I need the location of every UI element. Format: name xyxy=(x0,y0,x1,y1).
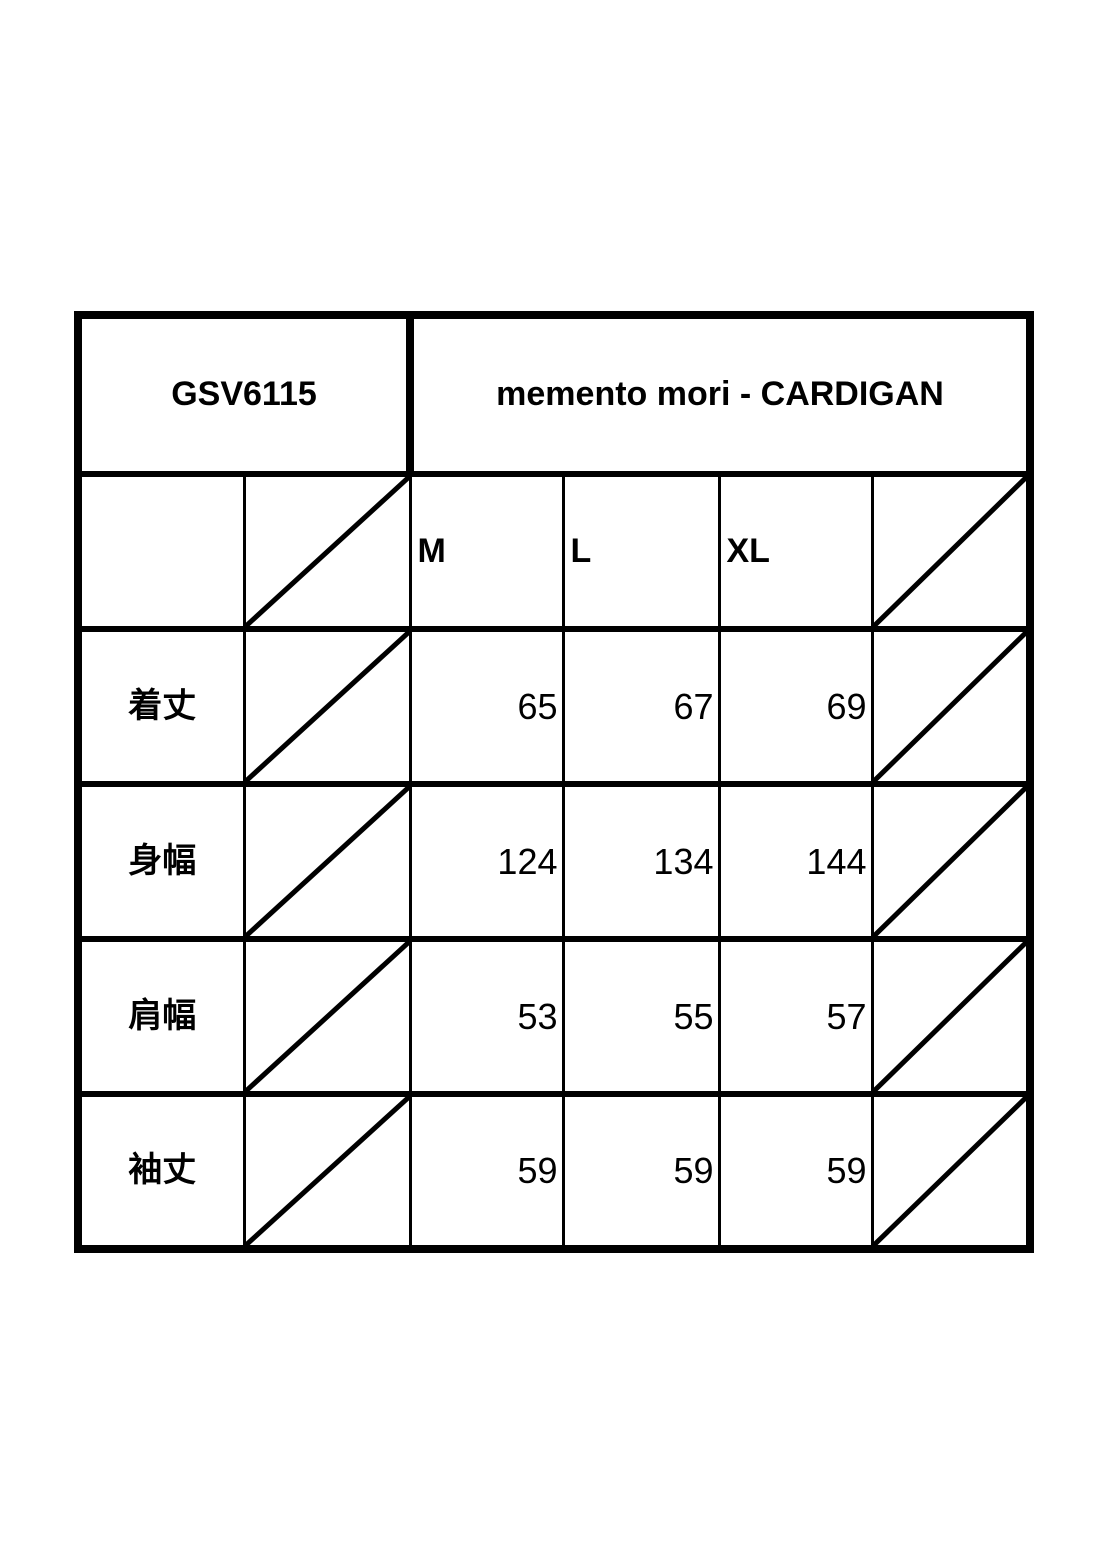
measurement-value-xl: 144 xyxy=(717,781,874,942)
diagonal-slash-icon xyxy=(246,787,409,936)
diagonal-slash-icon xyxy=(874,787,1027,936)
diagonal-cell xyxy=(242,1091,412,1252)
diagonal-cell xyxy=(242,626,412,787)
diagonal-cell xyxy=(242,471,412,632)
size-header-l: L xyxy=(561,471,721,632)
diagonal-cell xyxy=(870,1091,1032,1252)
measurement-value-m: 59 xyxy=(408,1091,565,1252)
measurement-value-xl: 57 xyxy=(717,936,874,1097)
diagonal-slash-icon xyxy=(246,1097,409,1245)
table-row-body-length: 着丈 65 67 69 xyxy=(76,626,1032,787)
diagonal-cell xyxy=(870,626,1032,787)
table-row-shoulder-width: 肩幅 53 55 57 xyxy=(76,936,1032,1097)
measurement-label: 着丈 xyxy=(76,626,246,787)
measurement-value-xl: 59 xyxy=(717,1091,874,1252)
empty-corner-cell xyxy=(76,471,246,632)
measurement-value-xl: 69 xyxy=(717,626,874,787)
measurement-value-m: 53 xyxy=(408,936,565,1097)
table-row-body-width: 身幅 124 134 144 xyxy=(76,781,1032,942)
diagonal-slash-icon xyxy=(874,632,1027,781)
table-row-sizes: M L XL xyxy=(76,471,1032,632)
diagonal-cell xyxy=(870,781,1032,942)
size-header-m: M xyxy=(408,471,565,632)
diagonal-slash-icon xyxy=(246,477,409,626)
measurement-value-l: 134 xyxy=(561,781,721,942)
measurement-label: 身幅 xyxy=(76,781,246,942)
measurement-value-l: 55 xyxy=(561,936,721,1097)
measurement-label: 袖丈 xyxy=(76,1091,246,1252)
measurement-value-m: 124 xyxy=(408,781,565,942)
diagonal-slash-icon xyxy=(874,1097,1027,1245)
product-code-cell: GSV6115 xyxy=(76,312,414,477)
size-chart-table: GSV6115 memento mori - CARDIGAN M L XL 着… xyxy=(74,311,1035,1253)
measurement-label: 肩幅 xyxy=(76,936,246,1097)
diagonal-slash-icon xyxy=(874,477,1027,626)
table-row-sleeve-length: 袖丈 59 59 59 xyxy=(76,1091,1032,1252)
measurement-value-l: 67 xyxy=(561,626,721,787)
diagonal-slash-icon xyxy=(874,942,1027,1091)
diagonal-slash-icon xyxy=(246,632,409,781)
diagonal-cell xyxy=(870,936,1032,1097)
diagonal-slash-icon xyxy=(246,942,409,1091)
diagonal-cell xyxy=(242,936,412,1097)
product-name-cell: memento mori - CARDIGAN xyxy=(408,312,1032,477)
measurement-value-l: 59 xyxy=(561,1091,721,1252)
size-header-xl: XL xyxy=(717,471,874,632)
table-row-title: GSV6115 memento mori - CARDIGAN xyxy=(76,312,1032,477)
measurement-value-m: 65 xyxy=(408,626,565,787)
diagonal-cell xyxy=(870,471,1032,632)
diagonal-cell xyxy=(242,781,412,942)
